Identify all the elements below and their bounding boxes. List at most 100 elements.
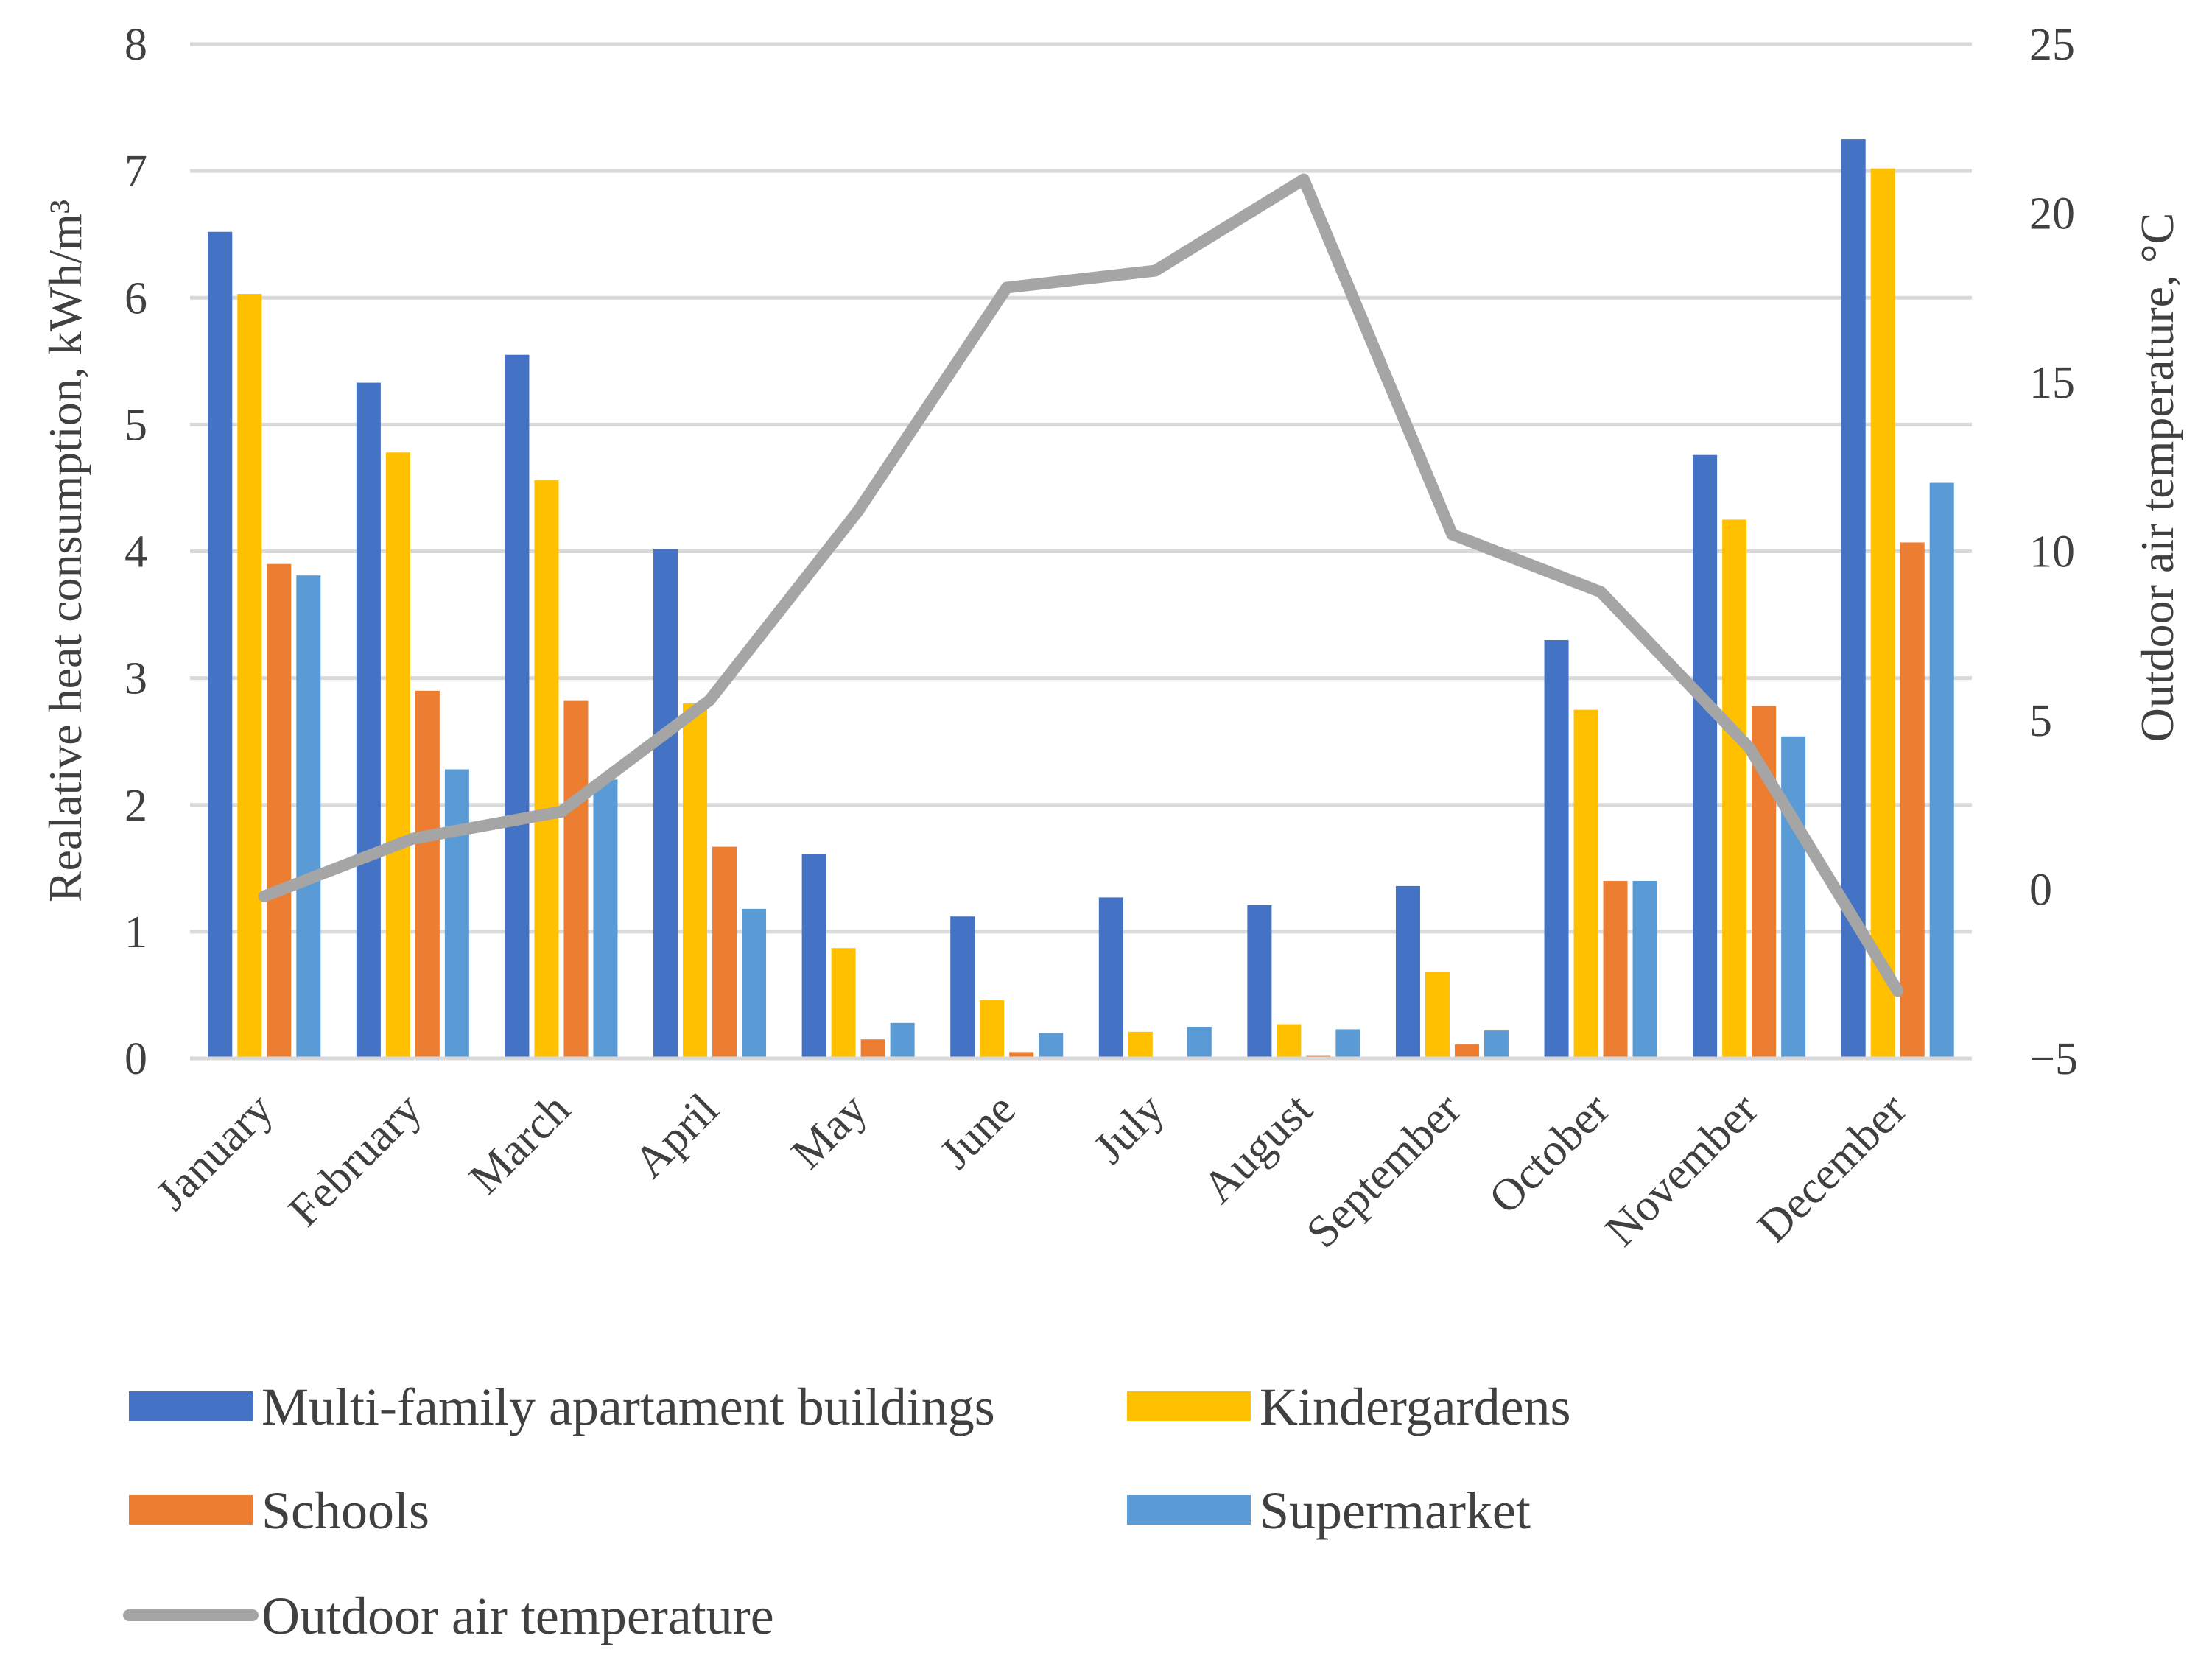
y-left-tick-2: 2 [124,781,147,831]
x-category-label-august: August [1193,1084,1322,1213]
y-right-tick-3: 10 [2029,527,2075,577]
point-outdoor-air-temperature-september [1446,528,1458,541]
bar-multi-family-apartament-buildings-november [1693,454,1718,1058]
bar-multi-family-apartament-buildings-september [1395,885,1420,1058]
x-category-label-december: December [1748,1084,1916,1252]
x-category-label-may: May [782,1084,877,1179]
bar-schools-january [267,563,292,1058]
y-left-axis-title: Realative heat consumption, kWh/m³ [39,200,91,902]
point-outdoor-air-temperature-august [1297,173,1310,186]
bar-schools-september [1454,1044,1479,1058]
legend-label-schools: Schools [261,1481,429,1540]
bar-schools-december [1900,542,1925,1058]
bar-kindergardens-january [237,294,262,1059]
bar-supermarket-december [1929,482,1954,1058]
bar-multi-family-apartament-buildings-may [801,854,826,1058]
bar-kindergardens-april [683,703,708,1058]
y-left-tick-8: 8 [124,20,147,70]
bar-multi-family-apartament-buildings-march [505,354,530,1058]
bar-supermarket-october [1632,881,1657,1058]
bar-kindergardens-july [1128,1031,1153,1058]
point-outdoor-air-temperature-july [1149,264,1162,277]
y-right-tick-2: 5 [2029,696,2052,746]
y-right-tick-0: −5 [2029,1034,2078,1084]
x-category-label-june: June [930,1084,1025,1179]
bar-kindergardens-september [1425,972,1450,1058]
y-left-tick-4: 4 [124,527,147,577]
bar-supermarket-may [890,1022,915,1058]
y-left-tick-0: 0 [124,1034,147,1084]
legend-swatch-supermarket [1127,1495,1251,1525]
legend-swatch-kindergardens [1127,1391,1251,1421]
legend-label-supermarket: Supermarket [1260,1481,1531,1540]
bar-multi-family-apartament-buildings-july [1098,897,1123,1058]
y-right-tick-1: 0 [2029,865,2052,916]
y-left-tick-5: 5 [124,400,147,450]
bars [208,139,1954,1059]
bar-schools-october [1603,881,1628,1058]
bar-supermarket-september [1484,1030,1509,1058]
bar-multi-family-apartament-buildings-april [653,549,678,1058]
bar-schools-april [712,846,737,1058]
legend-swatch-schools [129,1495,253,1525]
bar-supermarket-march [593,779,618,1058]
y-left-tick-7: 7 [124,147,147,197]
bar-supermarket-november [1781,736,1806,1058]
x-category-label-july: July [1084,1084,1173,1173]
bar-schools-may [860,1039,885,1058]
point-outdoor-air-temperature-october [1595,586,1607,598]
bar-schools-june [1009,1052,1034,1058]
y-right-tick-4: 15 [2029,358,2075,408]
y-left-tick-6: 6 [124,273,147,323]
bar-supermarket-february [444,769,469,1058]
bar-kindergardens-december [1870,168,1895,1058]
bar-supermarket-june [1039,1033,1064,1058]
bar-schools-february [415,690,440,1058]
y-right-tick-6: 25 [2029,20,2075,70]
point-outdoor-air-temperature-january [258,890,270,902]
legend-label-outdoor-air-temperature: Outdoor air temperature [261,1587,774,1645]
x-category-label-april: April [625,1084,728,1188]
gridlines [190,42,1972,1061]
x-category-label-september: September [1297,1084,1471,1258]
temperature-line-layer [258,173,1904,997]
bar-multi-family-apartament-buildings-june [950,916,975,1058]
bar-multi-family-apartament-buildings-october [1544,639,1569,1058]
bar-kindergardens-may [831,948,856,1058]
bar-kindergardens-november [1722,519,1747,1058]
y-right-tick-5: 20 [2029,189,2075,239]
bar-kindergardens-march [534,480,559,1058]
bar-kindergardens-august [1277,1024,1302,1058]
bar-supermarket-january [296,575,321,1058]
bar-kindergardens-october [1573,709,1598,1058]
legend: Multi-family apartament buildings Kinderg… [123,1377,1571,1645]
legend-label-kindergardens: Kindergardens [1260,1377,1571,1436]
point-outdoor-air-temperature-march [555,805,567,818]
bar-supermarket-august [1335,1029,1360,1058]
point-outdoor-air-temperature-april [703,694,716,706]
point-outdoor-air-temperature-june [1000,281,1013,294]
point-outdoor-air-temperature-february [407,832,419,845]
bar-multi-family-apartament-buildings-february [356,382,381,1058]
y-right-axis-title: Outdoor air temperature, °C [2131,213,2183,742]
x-category-label-january: January [147,1084,282,1220]
bar-multi-family-apartament-buildings-august [1247,905,1272,1058]
y-left-tick-3: 3 [124,654,147,704]
bar-schools-march [563,700,589,1058]
bar-supermarket-april [742,908,767,1058]
bar-kindergardens-june [980,1000,1005,1058]
bar-kindergardens-february [385,452,410,1058]
x-category-label-november: November [1595,1084,1767,1256]
y-left-tick-1: 1 [124,907,147,958]
line-outdoor-air-temperature [258,173,1904,997]
legend-label-multi-family-apartament-buildings: Multi-family apartament buildings [261,1377,995,1436]
bar-multi-family-apartament-buildings-january [208,231,233,1058]
x-category-label-october: October [1480,1084,1620,1224]
point-outdoor-air-temperature-may [852,505,865,517]
x-category-label-march: March [460,1084,580,1204]
legend-swatch-multi-family-apartament-buildings [129,1391,253,1421]
x-category-label-february: February [279,1084,431,1236]
bar-supermarket-july [1187,1026,1212,1058]
